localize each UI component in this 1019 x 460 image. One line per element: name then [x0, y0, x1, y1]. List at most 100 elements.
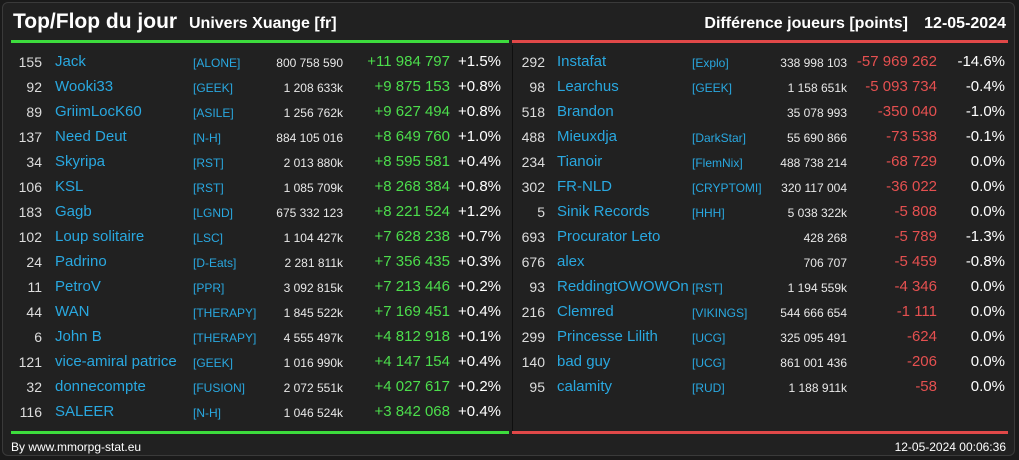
player-name-link[interactable]: Princesse Lilith	[557, 328, 658, 345]
flop-row: 292 Instafat [Explo] 338 998 103 -57 969 262…	[513, 50, 1013, 75]
alliance-tag-link[interactable]: [RUD]	[692, 381, 725, 395]
percent-change: 0.0%	[970, 203, 1005, 220]
alliance-tag-link[interactable]: [FlemNix]	[692, 156, 743, 170]
alliance-tag-link[interactable]: [ALONE]	[193, 56, 241, 70]
top-row: 11 PetroV [PPR] 3 092 815k +7 213 446 +0.2%	[3, 275, 509, 300]
player-name-link[interactable]: Wooki33	[55, 78, 114, 95]
alliance-tag-link[interactable]: [GEEK]	[193, 81, 234, 95]
alliance-tag-link[interactable]: [D-Eats]	[193, 256, 237, 270]
alliance-tag-link[interactable]: [RST]	[692, 281, 723, 295]
points-diff: +7 356 435	[374, 253, 451, 270]
alliance-tag-link[interactable]: [DarkStar]	[692, 131, 747, 145]
player-name-link[interactable]: SALEER	[55, 403, 115, 420]
points-diff: -57 969 262	[856, 53, 937, 70]
player-name-link[interactable]: John B	[55, 328, 102, 345]
player-name-link[interactable]: GriimLocK60	[55, 103, 142, 120]
player-name-link[interactable]: ReddingtOWOWOn	[557, 278, 689, 295]
player-points: 428 268	[803, 231, 847, 245]
player-rank: 299	[521, 329, 545, 345]
percent-change: +0.3%	[458, 253, 501, 270]
percent-change: -1.0%	[965, 103, 1005, 120]
player-rank: 121	[18, 354, 42, 370]
points-diff: +7 628 238	[374, 228, 451, 245]
alliance-tag-link[interactable]: [THERAPY]	[193, 331, 257, 345]
percent-change: -14.6%	[957, 53, 1005, 70]
player-name-link[interactable]: alex	[557, 253, 585, 270]
player-name-link[interactable]: Sinik Records	[557, 203, 650, 220]
player-name-link[interactable]: KSL	[55, 178, 84, 195]
percent-change: 0.0%	[970, 378, 1005, 395]
player-name-link[interactable]: FR-NLD	[557, 178, 612, 195]
points-diff: +8 595 581	[374, 153, 451, 170]
top-row: 89 GriimLocK60 [ASILE] 1 256 762k +9 627 494…	[3, 100, 509, 125]
alliance-tag-link[interactable]: [LGND]	[193, 206, 234, 220]
flop-row: 302 FR-NLD [CRYPTOMI] 320 117 004 -36 022 0.0…	[513, 175, 1013, 200]
percent-change: +0.8%	[458, 78, 501, 95]
alliance-tag-link[interactable]: [VIKINGS]	[692, 306, 748, 320]
player-name-link[interactable]: Skyripa	[55, 153, 106, 170]
alliance-tag-link[interactable]: [FUSION]	[193, 381, 246, 395]
alliance-tag-link[interactable]: [N-H]	[193, 406, 221, 420]
points-diff: -5 789	[894, 228, 937, 245]
flop-row: 518 Brandon 35 078 993 -350 040 -1.0%	[513, 100, 1013, 125]
percent-change: 0.0%	[970, 303, 1005, 320]
player-rank: 93	[529, 279, 545, 295]
alliance-tag-link[interactable]: [PPR]	[193, 281, 225, 295]
alliance-tag-link[interactable]: [CRYPTOMI]	[692, 181, 762, 195]
column-divider	[512, 45, 513, 435]
player-name-link[interactable]: vice-amiral patrice	[55, 353, 177, 370]
player-name-link[interactable]: Clemred	[557, 303, 614, 320]
player-name-link[interactable]: Brandon	[557, 103, 614, 120]
points-diff: +9 627 494	[374, 103, 451, 120]
alliance-tag-link[interactable]: [THERAPY]	[193, 306, 257, 320]
points-diff: -4 346	[894, 278, 937, 295]
points-diff: +7 213 446	[374, 278, 451, 295]
player-name-link[interactable]: Need Deut	[55, 128, 127, 145]
alliance-tag-link[interactable]: [UCG]	[692, 356, 726, 370]
points-diff: -5 093 734	[865, 78, 937, 95]
alliance-tag-link[interactable]: [HHH]	[692, 206, 725, 220]
player-name-link[interactable]: calamity	[557, 378, 613, 395]
alliance-tag-link[interactable]: [GEEK]	[193, 356, 234, 370]
player-name-link[interactable]: Loup solitaire	[55, 228, 145, 245]
points-diff: +4 147 154	[374, 353, 451, 370]
player-name-link[interactable]: Tianoir	[557, 153, 603, 170]
player-name-link[interactable]: Mieuxdja	[557, 128, 618, 145]
player-name-link[interactable]: Procurator Leto	[557, 228, 661, 245]
player-rank: 234	[521, 154, 545, 170]
player-name-link[interactable]: bad guy	[557, 353, 611, 370]
percent-change: 0.0%	[970, 153, 1005, 170]
player-name-link[interactable]: Learchus	[557, 78, 619, 95]
player-name-link[interactable]: PetroV	[55, 278, 101, 295]
alliance-tag-link[interactable]: [GEEK]	[692, 81, 733, 95]
alliance-tag-link[interactable]: [LSC]	[193, 231, 224, 245]
alliance-tag-link[interactable]: [N-H]	[193, 131, 221, 145]
alliance-tag-link[interactable]: [ASILE]	[193, 106, 234, 120]
flop-row: 234 Tianoir [FlemNix] 488 738 214 -68 729 0.0…	[513, 150, 1013, 175]
footer-timestamp: 12-05-2024 00:06:36	[894, 440, 1006, 454]
alliance-tag-link[interactable]: [Explo]	[692, 56, 729, 70]
player-name-link[interactable]: Gagb	[55, 203, 92, 220]
player-rank: 44	[26, 304, 42, 320]
top-row: 155 Jack [ALONE] 800 758 590 +11 984 797 +1.5…	[3, 50, 509, 75]
player-name-link[interactable]: Instafat	[557, 53, 607, 70]
player-name-link[interactable]: Padrino	[55, 253, 107, 270]
alliance-tag-link[interactable]: [UCG]	[692, 331, 726, 345]
top-row: 116 SALEER [N-H] 1 046 524k +3 842 068 +0.4%	[3, 400, 509, 425]
player-points: 1 158 651k	[787, 81, 847, 95]
points-diff: -36 022	[886, 178, 937, 195]
player-rank: 518	[521, 104, 545, 120]
player-points: 35 078 993	[786, 106, 847, 120]
alliance-tag-link[interactable]: [RST]	[193, 181, 224, 195]
player-rank: 116	[19, 404, 42, 420]
player-name-link[interactable]: donnecompte	[55, 378, 146, 395]
top-row: 102 Loup solitaire [LSC] 1 104 427k +7 628 2…	[3, 225, 509, 250]
player-points: 5 038 322k	[787, 206, 847, 220]
player-name-link[interactable]: Jack	[55, 53, 86, 70]
flop-row: 488 Mieuxdja [DarkStar] 55 690 866 -73 538 -0…	[513, 125, 1013, 150]
player-rank: 6	[34, 329, 42, 345]
alliance-tag-link[interactable]: [RST]	[193, 156, 224, 170]
player-rank: 106	[18, 179, 42, 195]
player-name-link[interactable]: WAN	[55, 303, 90, 320]
